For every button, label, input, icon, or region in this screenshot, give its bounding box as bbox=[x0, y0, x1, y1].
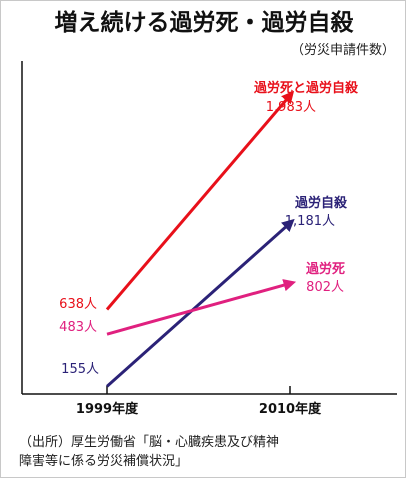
start-value-label: 155人 bbox=[61, 362, 99, 377]
end-value-label: 1,983人 bbox=[266, 100, 316, 115]
series-line bbox=[106, 218, 295, 388]
series-name-label: 過労死と過労自殺 bbox=[253, 80, 359, 96]
line-chart: 1999年度 2010年度 過労死と過労自殺 1,983人 638人 過労自殺 … bbox=[21, 61, 397, 417]
source-line: （出所）厚生労働省「脳・心臓疾患及び精神 bbox=[19, 435, 280, 450]
x-tick-label: 1999年度 bbox=[76, 401, 139, 417]
chart-title: 増え続ける過労死・過労自殺 bbox=[54, 10, 354, 36]
end-value-label: 802人 bbox=[306, 280, 344, 295]
start-value-label: 638人 bbox=[59, 297, 97, 312]
series-name-label: 過労死 bbox=[305, 261, 345, 277]
series-line bbox=[105, 90, 295, 311]
start-value-label: 483人 bbox=[59, 320, 97, 335]
end-value-label: 1,181人 bbox=[285, 214, 335, 229]
source-line: 障害等に係る労災補償状況」 bbox=[19, 454, 189, 469]
series-line bbox=[106, 279, 297, 336]
source-note: （出所）厚生労働省「脳・心臓疾患及び精神 障害等に係る労災補償状況」 bbox=[19, 433, 399, 471]
series-name-label: 過労自殺 bbox=[294, 195, 348, 211]
chart-subtitle: （労災申請件数） bbox=[290, 43, 395, 58]
x-tick-label: 2010年度 bbox=[259, 401, 322, 417]
